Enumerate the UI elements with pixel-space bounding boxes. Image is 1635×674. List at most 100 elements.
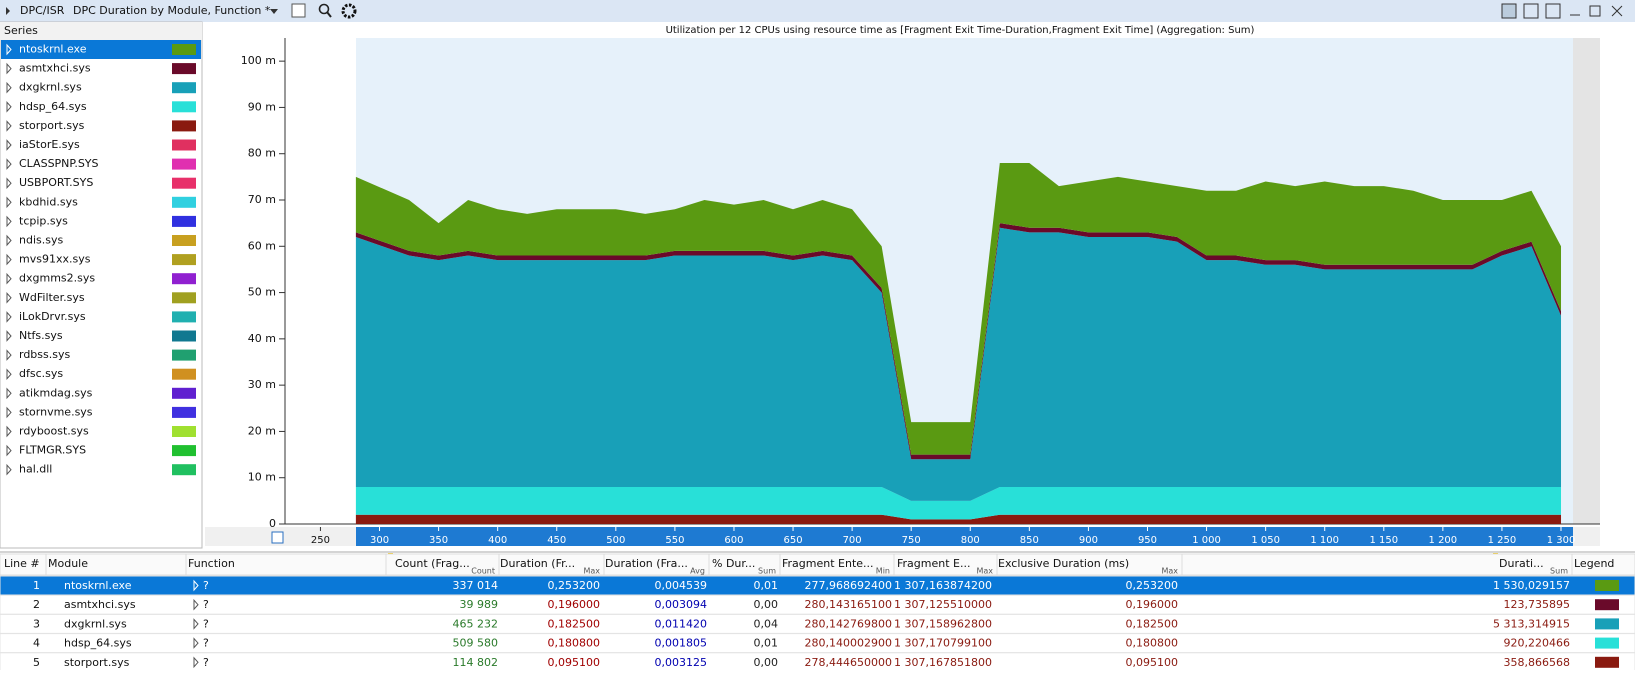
series-name[interactable]: storport.sys (19, 119, 85, 132)
table-cell: 1 307,167851800 (894, 656, 992, 669)
table-cell: 3 (33, 617, 40, 630)
table-cell: 123,735895 (1504, 598, 1570, 611)
expand-icon[interactable] (6, 291, 12, 304)
btn-maximize[interactable] (1589, 5, 1601, 17)
expand-icon[interactable] (193, 579, 199, 592)
expand-icon[interactable] (6, 272, 12, 285)
series-name[interactable]: Ntfs.sys (19, 329, 63, 342)
expand-icon[interactable] (6, 120, 12, 132)
x-tick-label: 1 250 (1488, 535, 1517, 546)
column-header[interactable]: Line # (4, 557, 40, 570)
column-header[interactable]: Legend (1574, 557, 1614, 570)
expand-icon[interactable] (6, 387, 12, 400)
expand-icon[interactable] (6, 311, 12, 323)
column-header[interactable]: Durati... (1499, 557, 1544, 570)
column-header[interactable]: Fragment Ente... (782, 557, 874, 570)
expand-icon[interactable] (6, 158, 12, 170)
expand-icon[interactable] (6, 43, 12, 56)
series-name[interactable]: ndis.sys (19, 234, 63, 247)
expand-icon[interactable] (6, 62, 12, 75)
column-header[interactable]: Module (48, 557, 88, 570)
table-cell: 280,142769800 (805, 617, 892, 630)
table-cell: asmtxhci.sys (64, 598, 136, 611)
expand-icon[interactable] (6, 349, 12, 361)
series-name[interactable]: stornvme.sys (19, 405, 93, 418)
expand-icon[interactable] (6, 368, 12, 381)
btn-table[interactable] (1545, 3, 1561, 19)
expand-icon[interactable] (6, 463, 12, 476)
collapse-icon[interactable] (6, 7, 10, 15)
timeline-selection[interactable] (356, 527, 1573, 546)
view-title[interactable]: DPC Duration by Module, Function * (73, 4, 271, 17)
column-header[interactable]: % Dur... (712, 557, 755, 570)
settings-icon[interactable] (341, 3, 357, 19)
column-header[interactable]: Fragment E... (897, 557, 970, 570)
expand-icon[interactable] (193, 637, 199, 649)
column-header[interactable]: Function (188, 557, 235, 570)
expand-icon[interactable] (193, 618, 199, 630)
column-header[interactable]: Exclusive Duration (ms) (998, 557, 1129, 570)
expand-icon[interactable] (6, 444, 12, 457)
column-header[interactable]: Duration (Fr... (500, 557, 575, 570)
expand-icon[interactable] (6, 253, 12, 266)
table-cell: ? (203, 579, 209, 592)
dropdown[interactable] (270, 9, 278, 14)
table-cell: ? (203, 637, 209, 650)
series-swatch (172, 464, 196, 476)
expand-icon[interactable] (6, 100, 12, 113)
series-name[interactable]: asmtxhci.sys (19, 62, 91, 75)
expand-icon[interactable] (6, 81, 12, 94)
expand-icon[interactable] (6, 196, 12, 209)
series-swatch (172, 158, 196, 170)
series-name[interactable]: mvs91xx.sys (19, 253, 91, 266)
table-cell: 0,180800 (1126, 637, 1179, 650)
expand-icon[interactable] (6, 330, 12, 342)
expand-icon[interactable] (6, 406, 12, 419)
expand-icon[interactable] (6, 215, 12, 228)
tab-title[interactable]: DPC/ISR (20, 4, 65, 17)
series-swatch (172, 273, 196, 285)
series-name[interactable]: iLokDrvr.sys (19, 310, 86, 323)
table-cell: 277,968692400 (805, 579, 892, 592)
series-name[interactable]: WdFilter.sys (19, 291, 85, 304)
series-swatch (172, 215, 196, 227)
expand-icon[interactable] (6, 234, 12, 247)
series-name[interactable]: atikmdag.sys (19, 386, 93, 399)
btn-close[interactable] (1611, 5, 1623, 17)
series-name[interactable]: dxgkrnl.sys (19, 81, 82, 94)
series-name[interactable]: rdyboost.sys (19, 425, 89, 438)
series-name[interactable]: hdsp_64.sys (19, 100, 87, 113)
column-header[interactable]: Duration (Fra... (605, 557, 688, 570)
series-name[interactable]: ntoskrnl.exe (19, 43, 87, 56)
expand-icon[interactable] (193, 598, 199, 611)
expand-icon[interactable] (193, 656, 199, 669)
y-tick-label: 90 m (248, 100, 276, 113)
expand-icon[interactable] (6, 177, 12, 190)
table-cell: ? (203, 617, 209, 630)
table-cell: 920,220466 (1504, 637, 1570, 650)
series-name[interactable]: dfsc.sys (19, 367, 63, 380)
column-header[interactable]: Count (Frag... (395, 557, 470, 570)
y-tick-label: 50 m (248, 286, 276, 299)
series-name[interactable]: tcpip.sys (19, 214, 68, 227)
series-swatch (172, 196, 196, 208)
column-sub: Max (583, 567, 600, 576)
series-name[interactable]: FLTMGR.SYS (19, 444, 86, 457)
search-icon[interactable] (318, 3, 330, 15)
series-name[interactable]: hal.dll (19, 463, 52, 476)
graph-icon[interactable] (291, 3, 306, 18)
btn-graph[interactable] (1523, 3, 1539, 19)
series-swatch (172, 120, 196, 132)
series-name[interactable]: kbdhid.sys (19, 195, 78, 208)
series-name[interactable]: USBPORT.SYS (19, 176, 93, 189)
series-name[interactable]: iaStorE.sys (19, 138, 80, 151)
series-name[interactable]: CLASSPNP.SYS (19, 157, 99, 170)
zoom-button[interactable] (271, 531, 284, 544)
btn-graph-table[interactable] (1501, 3, 1517, 19)
series-name[interactable]: rdbss.sys (19, 348, 70, 361)
expand-icon[interactable] (6, 425, 12, 438)
expand-icon[interactable] (6, 139, 12, 151)
table-cell: 39 989 (460, 598, 499, 611)
series-name[interactable]: dxgmms2.sys (19, 272, 95, 285)
